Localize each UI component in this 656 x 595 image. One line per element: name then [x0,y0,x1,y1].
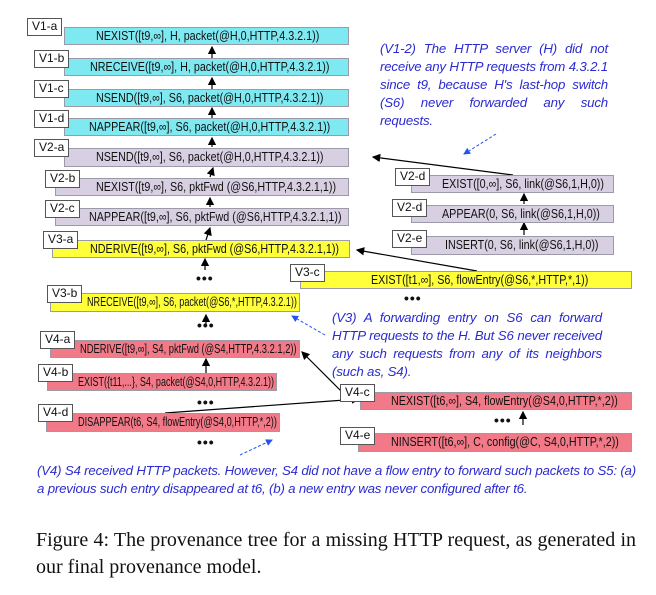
ellipsis: ••• [197,434,215,450]
node-label-v4c: V4-c [340,384,375,402]
node-label-v2a: V2-a [34,139,70,157]
ellipsis: ••• [494,412,512,428]
node-label-v1b: V1-b [34,50,70,68]
node-v3c: EXIST([t1,∞], S6, flowEntry(@S6,*,HTTP,*… [300,271,632,289]
pointer-v12 [463,133,497,155]
node-v1d: NAPPEAR([t9,∞], S6, packet(@H,0,HTTP,4.3… [64,118,349,136]
arrow-v2b-v2a [206,166,215,178]
figure-caption: Figure 4: The provenance tree for a miss… [36,529,636,578]
node-text-v3a: NDERIVE([t9,∞], S6, pktFwd (@S6,HTTP,4.3… [90,242,340,256]
arrow-v4c-v4a [301,351,343,393]
node-label-v2c: V2-c [45,200,80,218]
ellipsis: ••• [197,394,215,410]
node-label-v2d-appear: V2-d [392,199,428,217]
node-label-v4a: V4-a [40,331,76,349]
node-text-v4e: NINSERT([t6,∞], C, config(@C, S4,0,HTTP,… [390,435,619,449]
node-text-v3b: NRECEIVE([t9,∞], S6, packet(@S6,*,HTTP,4… [87,295,297,309]
annotation-v4: (V4) S4 received HTTP packets. However, … [37,463,636,496]
annotation-v1-2: (V1-2) The HTTP server (H) did not recei… [380,41,608,128]
node-text-v1a: NEXIST([t9,∞], H, packet(@H,0,HTTP,4.3.2… [95,29,319,43]
node-v4c: NEXIST([t6,∞], S4, flowEntry(@S4,0,HTTP,… [360,392,632,410]
node-label-v3b: V3-b [47,285,83,303]
annotation-v3: (V3) A forwarding entry on S6 can forwar… [332,310,602,379]
arrow-v3c-v3a [355,247,478,272]
node-v1a: NEXIST([t9,∞], H, packet(@H,0,HTTP,4.3.2… [64,27,349,45]
node-v1b: NRECEIVE([t9,∞], H, packet(@H,0,HTTP,4.3… [64,58,349,76]
pointer-v3 [291,315,326,336]
ellipsis: ••• [197,317,215,333]
node-v2a: NSEND([t9,∞], S6, packet(@H,0,HTTP,4.3.2… [64,148,349,167]
node-text-v3c: EXIST([t1,∞], S6, flowEntry(@S6,*,HTTP,*… [370,273,589,287]
node-text-v2e: INSERT(0, S6, link(@S6,1,H,0)) [444,238,599,252]
node-text-v2b: NEXIST([t9,∞], S6, pktFwd (@S6,HTTP,4.3.… [95,180,336,194]
node-v4b: EXIST({t11,...}, S4, packet(@S4,0,HTTP,4… [47,373,277,391]
node-label-v1a: V1-a [27,18,63,36]
node-v4d: DISAPPEAR(t6, S4, flowEntry(@S4,0,HTTP,*… [46,413,280,432]
node-v2b: NEXIST([t9,∞], S6, pktFwd (@S6,HTTP,4.3.… [55,178,349,196]
node-label-v4b: V4-b [38,364,74,382]
node-label-v2e: V2-e [392,230,428,248]
node-label-v2b: V2-b [45,170,81,188]
arrow-v3a-v2c [203,226,212,241]
node-label-v2d-exist: V2-d [395,168,431,186]
node-label-v3a: V3-a [43,231,79,249]
node-v2d-appear: APPEAR(0, S6, link(@S6,1,H,0)) [411,205,614,223]
node-v4e: NINSERT([t6,∞], C, config(@C, S4,0,HTTP,… [358,433,632,452]
node-v3b: NRECEIVE([t9,∞], S6, packet(@S6,*,HTTP,4… [50,293,300,312]
node-text-v4d: DISAPPEAR(t6, S4, flowEntry(@S4,0,HTTP,*… [78,415,277,429]
node-text-v2a: NSEND([t9,∞], S6, packet(@H,0,HTTP,4.3.2… [96,150,324,164]
pointer-v4 [239,439,273,456]
node-label-v1c: V1-c [34,80,69,98]
node-text-v2c: NAPPEAR([t9,∞], S6, pktFwd (@S6,HTTP,4.3… [89,210,342,224]
node-v2d-exist: EXIST([0,∞], S6, link(@S6,1,H,0)) [411,175,614,193]
arrow-v4d-v4c [164,395,361,414]
node-text-v1b: NRECEIVE([t9,∞], H, packet(@H,0,HTTP,4.3… [90,60,330,74]
ellipsis: ••• [404,290,422,306]
node-label-v4e: V4-e [340,427,376,445]
node-text-v4a: NDERIVE([t9,∞], S4, pktFwd (@S4,HTTP,4.3… [80,342,297,356]
node-label-v4d: V4-d [38,404,74,422]
node-text-v1c: NSEND([t9,∞], S6, packet(@H,0,HTTP,4.3.2… [96,91,324,105]
node-text-v4c: NEXIST([t6,∞], S4, flowEntry(@S4,0,HTTP,… [390,394,618,408]
ellipsis: ••• [196,270,214,286]
node-v2e: INSERT(0, S6, link(@S6,1,H,0)) [411,236,614,255]
node-v2c: NAPPEAR([t9,∞], S6, pktFwd (@S6,HTTP,4.3… [55,208,349,226]
node-v4a: NDERIVE([t9,∞], S4, pktFwd (@S4,HTTP,4.3… [50,340,300,358]
node-label-v1d: V1-d [34,110,70,128]
node-v1c: NSEND([t9,∞], S6, packet(@H,0,HTTP,4.3.2… [64,89,349,107]
node-text-v2d-appear: APPEAR(0, S6, link(@S6,1,H,0)) [442,207,601,221]
node-label-v3c: V3-c [290,264,325,282]
node-text-v4b: EXIST({t11,...}, S4, packet(@S4,0,HTTP,4… [78,375,275,389]
arrow-v2d1-v2a [371,153,514,176]
node-v3a: NDERIVE([t9,∞], S6, pktFwd (@S6,HTTP,4.3… [52,240,350,258]
node-text-v2d-exist: EXIST([0,∞], S6, link(@S6,1,H,0)) [442,177,605,191]
node-text-v1d: NAPPEAR([t9,∞], S6, packet(@H,0,HTTP,4.3… [89,120,331,134]
